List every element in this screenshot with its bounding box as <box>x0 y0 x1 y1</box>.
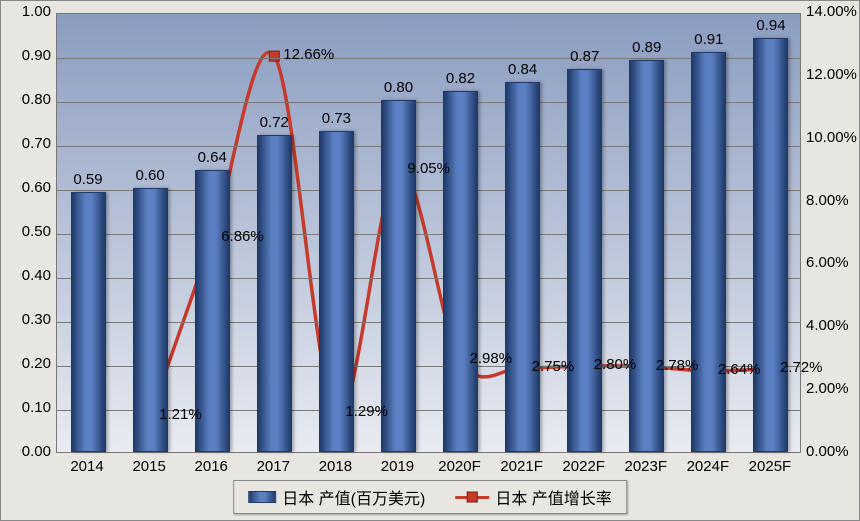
x-tick: 2022F <box>553 458 615 475</box>
gridline <box>57 322 800 323</box>
bar <box>691 52 726 452</box>
line-value-label: 2.75% <box>532 358 575 375</box>
y-right-tick: 0.00% <box>806 443 860 460</box>
bar-value-label: 0.89 <box>627 39 667 56</box>
gridline <box>57 234 800 235</box>
x-tick: 2015 <box>118 458 180 475</box>
y-right-tick: 12.00% <box>806 66 860 83</box>
gridline <box>57 278 800 279</box>
y-left-tick: 0.90 <box>6 47 51 64</box>
gridline <box>57 58 800 59</box>
x-tick: 2025F <box>739 458 801 475</box>
legend: 日本 产值(百万美元) 日本 产值增长率 <box>233 480 627 514</box>
y-left-tick: 0.40 <box>6 267 51 284</box>
bar <box>443 91 478 452</box>
line-series <box>57 14 800 452</box>
line-value-label: 1.29% <box>345 403 388 420</box>
y-right-tick: 8.00% <box>806 192 860 209</box>
x-tick: 2023F <box>615 458 677 475</box>
x-tick: 2018 <box>304 458 366 475</box>
y-right-tick: 2.00% <box>806 380 860 397</box>
bar-swatch-icon <box>248 491 276 503</box>
x-tick: 2017 <box>242 458 304 475</box>
y-left-tick: 0.20 <box>6 355 51 372</box>
y-left-tick: 0.50 <box>6 223 51 240</box>
chart-container: 0.59 0.60 0.64 0.72 0.73 0.80 0.82 0.84 0.87 0.89… <box>0 0 860 521</box>
bar-value-label: 0.87 <box>565 48 605 65</box>
gridline <box>57 190 800 191</box>
legend-item-bars: 日本 产值(百万美元) <box>248 485 425 509</box>
y-right-tick: 14.00% <box>806 3 860 20</box>
line-value-label: 1.21% <box>159 406 202 423</box>
y-left-tick: 0.00 <box>6 443 51 460</box>
line-value-label: 2.64% <box>718 361 761 378</box>
line-swatch-icon <box>455 496 489 499</box>
legend-bars-label: 日本 产值(百万美元) <box>282 485 425 509</box>
bar <box>71 192 106 452</box>
bar <box>567 69 602 452</box>
x-tick: 2016 <box>180 458 242 475</box>
line-value-label: 2.98% <box>470 350 513 367</box>
line-value-label: 6.86% <box>221 228 264 245</box>
bar-value-label: 0.94 <box>751 17 791 34</box>
line-value-label: 2.80% <box>594 356 637 373</box>
bar-value-label: 0.91 <box>689 31 729 48</box>
bar <box>257 135 292 452</box>
legend-line-label: 日本 产值增长率 <box>495 485 611 509</box>
bar <box>629 60 664 452</box>
bar-value-label: 0.64 <box>192 149 232 166</box>
gridline <box>57 102 800 103</box>
gridline <box>57 146 800 147</box>
bar <box>381 100 416 452</box>
y-left-tick: 0.30 <box>6 311 51 328</box>
y-left-tick: 0.10 <box>6 399 51 416</box>
y-right-tick: 4.00% <box>806 317 860 334</box>
bar-value-label: 0.80 <box>378 79 418 96</box>
bar <box>505 82 540 452</box>
x-tick: 2024F <box>677 458 739 475</box>
line-value-label: 12.66% <box>283 46 334 63</box>
y-left-tick: 0.80 <box>6 91 51 108</box>
x-tick: 2020F <box>429 458 491 475</box>
y-left-tick: 0.70 <box>6 135 51 152</box>
bar-value-label: 0.73 <box>316 110 356 127</box>
legend-item-line: 日本 产值增长率 <box>455 485 611 509</box>
y-right-tick: 10.00% <box>806 129 860 146</box>
bar-value-label: 0.72 <box>254 114 294 131</box>
bar-value-label: 0.82 <box>441 70 481 87</box>
plot-area: 0.59 0.60 0.64 0.72 0.73 0.80 0.82 0.84 0.87 0.89… <box>56 13 801 453</box>
bar-value-label: 0.84 <box>503 61 543 78</box>
x-tick: 2014 <box>56 458 118 475</box>
bar-value-label: 0.60 <box>130 167 170 184</box>
line-value-label: 9.05% <box>407 160 450 177</box>
line-value-label: 2.78% <box>656 357 699 374</box>
line-value-label: 2.72% <box>780 359 823 376</box>
bar <box>753 38 788 452</box>
bar-value-label: 0.59 <box>68 171 108 188</box>
x-tick: 2019 <box>366 458 428 475</box>
y-left-tick: 1.00 <box>6 3 51 20</box>
y-left-tick: 0.60 <box>6 179 51 196</box>
y-right-tick: 6.00% <box>806 254 860 271</box>
x-tick: 2021F <box>491 458 553 475</box>
